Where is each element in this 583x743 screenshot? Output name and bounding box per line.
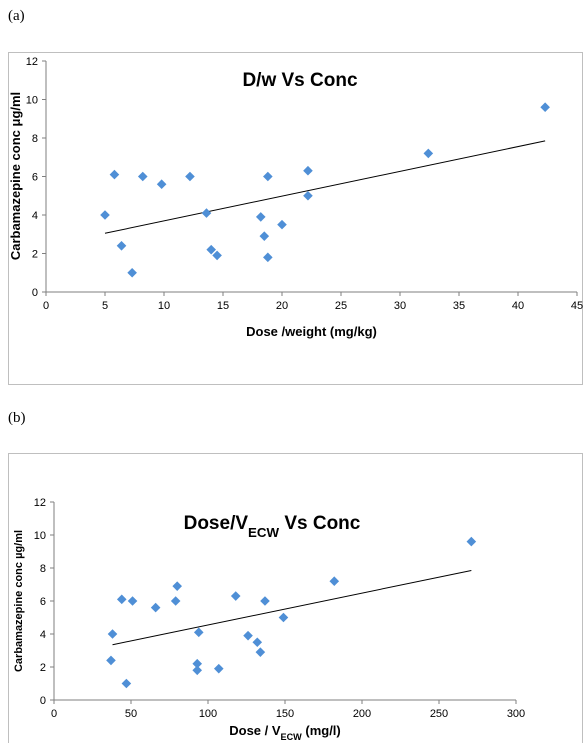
chart-0-data-point bbox=[157, 179, 167, 189]
chart-0-title: D/w Vs Conc bbox=[242, 70, 358, 91]
chart-0-y-tick-label: 2 bbox=[32, 249, 38, 261]
chart-1-y-axis-title: Carbamazepine conc µg/ml bbox=[13, 530, 25, 672]
chart-1-data-point bbox=[467, 537, 477, 547]
chart-1-x-tick-label: 150 bbox=[276, 708, 294, 720]
chart-1-y-tick-label: 2 bbox=[40, 662, 46, 674]
chart-1-x-tick-label: 250 bbox=[430, 708, 448, 720]
chart-0-y-tick-label: 6 bbox=[32, 172, 38, 184]
chart-0-data-point bbox=[100, 210, 110, 220]
chart-0-data-point bbox=[185, 172, 195, 182]
chart-1-y-tick-label: 4 bbox=[40, 629, 46, 641]
chart-1-y-tick-label: 0 bbox=[40, 695, 46, 707]
chart-0-data-point bbox=[263, 253, 273, 263]
chart-1-y-tick-label: 6 bbox=[40, 596, 46, 608]
chart-0-data-point bbox=[424, 149, 434, 159]
chart-1-data-point bbox=[108, 629, 118, 639]
chart-1-data-point bbox=[260, 596, 270, 606]
chart-1-data-point bbox=[117, 595, 127, 605]
chart-0-data-point bbox=[260, 231, 270, 241]
chart-1-data-point bbox=[252, 637, 262, 647]
chart-1-data-point bbox=[171, 596, 181, 606]
chart-0-x-tick-label: 35 bbox=[453, 300, 465, 312]
chart-0-y-tick-label: 8 bbox=[32, 133, 38, 145]
chart-1-data-point bbox=[243, 631, 253, 641]
chart-1-data-point bbox=[122, 679, 132, 689]
chart-0-data-point bbox=[110, 170, 120, 180]
chart-1-data-point bbox=[194, 628, 204, 638]
chart-0-x-tick-label: 5 bbox=[102, 300, 108, 312]
chart-1-title: Dose/VECW Vs Conc bbox=[184, 513, 361, 540]
chart-0-data-point bbox=[127, 268, 137, 278]
chart-0-data-point bbox=[117, 241, 127, 251]
chart-0-x-tick-label: 40 bbox=[512, 300, 524, 312]
chart-1-data-point bbox=[329, 576, 339, 586]
chart-1-data-point bbox=[279, 613, 289, 623]
chart-1-data-point bbox=[256, 647, 266, 657]
chart-1-y-tick-label: 8 bbox=[40, 563, 46, 575]
chart-0-y-axis-title: Carbamazepine conc μg/ml bbox=[8, 92, 23, 260]
chart-0-x-tick-label: 20 bbox=[276, 300, 288, 312]
chart-0-x-axis-title: Dose /weight (mg/kg) bbox=[246, 324, 377, 339]
chart-0-data-point bbox=[277, 220, 287, 230]
chart-0-trendline bbox=[105, 141, 545, 233]
chart-0-y-tick-label: 0 bbox=[32, 287, 38, 299]
chart-0-data-point bbox=[256, 212, 266, 222]
chart-1-data-point bbox=[214, 664, 224, 674]
chart-1-trendline bbox=[113, 570, 472, 644]
chart-0-data-point bbox=[212, 251, 222, 261]
chart-0-y-tick-label: 10 bbox=[26, 95, 38, 107]
chart-0-y-tick-label: 12 bbox=[26, 56, 38, 68]
chart-0-x-tick-label: 10 bbox=[158, 300, 170, 312]
chart-1-x-tick-label: 300 bbox=[507, 708, 525, 720]
chart-1-data-point bbox=[231, 591, 241, 601]
chart-0-data-point bbox=[138, 172, 148, 182]
chart-1-y-tick-label: 12 bbox=[34, 497, 46, 509]
chart-1-data-point bbox=[128, 596, 138, 606]
chart-1-x-tick-label: 100 bbox=[199, 708, 217, 720]
chart-1-y-tick-label: 10 bbox=[34, 530, 46, 542]
chart-1-data-point bbox=[151, 603, 161, 613]
chart-0-x-tick-label: 25 bbox=[335, 300, 347, 312]
chart-0-y-tick-label: 4 bbox=[32, 210, 38, 222]
chart-0-x-tick-label: 15 bbox=[217, 300, 229, 312]
chart-0-data-point bbox=[303, 191, 313, 201]
chart-0-x-tick-label: 45 bbox=[571, 300, 583, 312]
chart-0-data-point bbox=[263, 172, 273, 182]
chart-0-data-point bbox=[206, 245, 216, 255]
chart-0-data-point bbox=[303, 166, 313, 176]
chart-0-data-point bbox=[540, 102, 550, 112]
chart-0-x-tick-label: 0 bbox=[43, 300, 49, 312]
chart-1-data-point bbox=[192, 666, 202, 676]
chart-1-data-point bbox=[172, 581, 182, 591]
chart-1-data-point bbox=[106, 656, 116, 666]
chart-0-data-point bbox=[202, 208, 212, 218]
chart-1-x-tick-label: 50 bbox=[125, 708, 137, 720]
chart-1-x-tick-label: 200 bbox=[353, 708, 371, 720]
chart-1-x-tick-label: 0 bbox=[51, 708, 57, 720]
chart-0-x-tick-label: 30 bbox=[394, 300, 406, 312]
